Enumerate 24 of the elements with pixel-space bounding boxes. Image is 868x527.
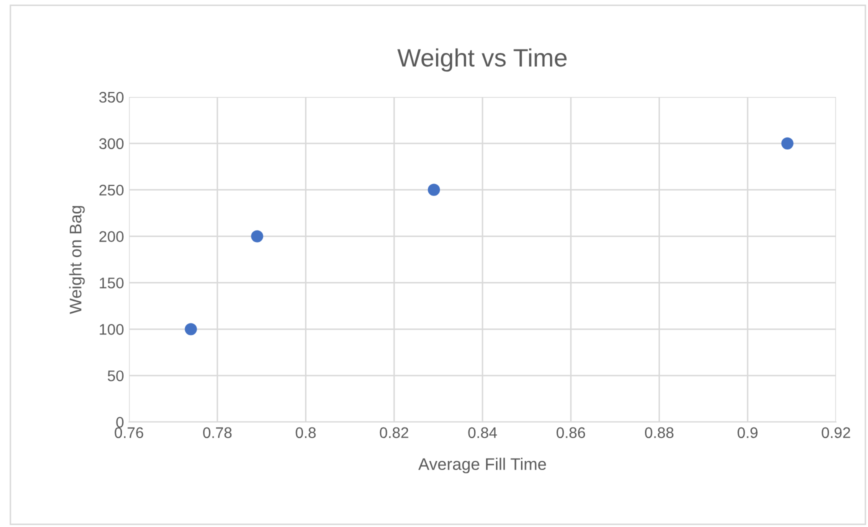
y-tick-label: 200 [99,231,124,242]
x-tick-label: 0.9 [738,427,758,438]
y-tick-label: 250 [99,184,124,196]
y-axis-title: Weight on Bag [69,206,85,314]
point [251,230,264,242]
x-axis-title: Average Fill Time [418,458,546,474]
point [781,137,794,150]
y-tick-label: 350 [99,92,124,103]
x-tick-label: 0.84 [468,427,497,438]
y-tick-label: 150 [100,278,124,288]
y-tick-label: 300 [99,138,124,150]
x-tick-label: 0.76 [114,427,144,438]
chart-title: Weight vs Time [397,48,567,72]
x-tick-label: 0.82 [380,427,408,438]
y-tick-label: 50 [108,370,124,382]
point [184,323,197,336]
x-tick-label: 0.88 [644,427,674,438]
x-tick-label: 0.8 [296,427,316,438]
x-tick-label: 0.92 [822,427,850,438]
x-tick-label: 0.86 [556,427,586,438]
y-tick-label: 100 [100,324,124,335]
point [428,184,440,196]
x-tick-label: 0.78 [203,427,232,438]
y-tick-label: 0 [116,416,124,428]
